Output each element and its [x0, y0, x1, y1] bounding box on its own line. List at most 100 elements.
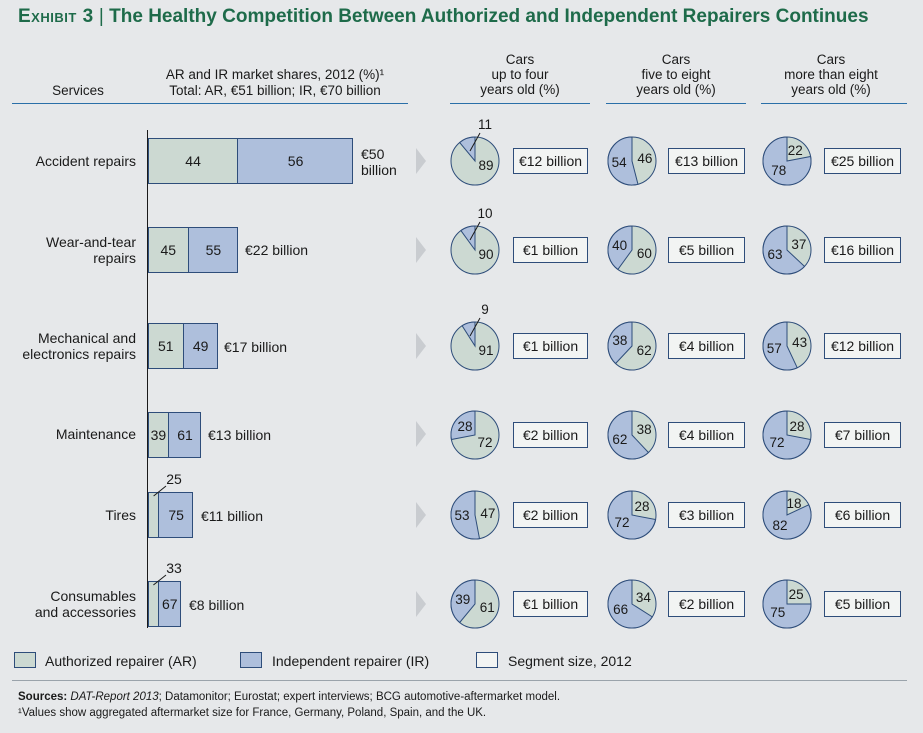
bar-ar-value: 44	[185, 153, 201, 169]
pie-ar-value: 62	[636, 342, 652, 358]
segment-size-box: €1 billion	[513, 591, 588, 617]
bar-ar-value: 39	[150, 427, 167, 443]
pie-ir-value: 57	[766, 340, 782, 356]
pie-ar-value: 61	[479, 600, 495, 616]
pie-ir-value: 75	[770, 605, 786, 621]
segment-size-box: €1 billion	[513, 333, 588, 359]
col-header-age1-l1: Cars	[505, 52, 535, 67]
segment-size-box: €13 billion	[668, 148, 745, 174]
pie-ir-slice	[762, 579, 812, 629]
total-label-tires: €11 billion	[201, 508, 264, 524]
pie-ir-slice	[762, 136, 812, 186]
sources-line: Sources: DAT-Report 2013; Datamonitor; E…	[18, 690, 560, 704]
leader-line	[153, 574, 167, 586]
pie-ir-slice	[762, 225, 806, 275]
segment-size-box: €4 billion	[668, 333, 745, 359]
bar-axis-line	[147, 130, 148, 628]
row-arrow	[416, 502, 426, 528]
pie-ir-slice	[607, 579, 653, 629]
pie-ir-value: 11	[477, 117, 492, 132]
bar-ar-value: 25	[166, 471, 182, 487]
col-header-age2-l2: five to eight	[641, 67, 711, 82]
pie-ar-value: 43	[792, 335, 808, 351]
pie-leader-line	[469, 317, 481, 337]
pie-ar-value: 90	[478, 247, 494, 262]
pie-ir-slice	[762, 490, 812, 540]
col-header-age1-l3: years old (%)	[480, 82, 560, 97]
col-header-age3-l1: Cars	[816, 52, 846, 67]
services-header: Services	[52, 83, 104, 98]
row-arrow	[416, 591, 426, 617]
pie-ir-value: 62	[612, 431, 628, 447]
header-rule-age3	[761, 103, 907, 104]
shares-header-line2: Total: AR, €51 billion; IR, €70 billion	[169, 83, 381, 98]
bar-ir-value: 61	[177, 427, 193, 443]
pie-ir-value: 53	[454, 508, 470, 524]
pie-ir-value: 72	[614, 515, 630, 531]
shares-header-line1: AR and IR market shares, 2012 (%)¹	[165, 67, 385, 82]
segment-size-box: €2 billion	[668, 591, 745, 617]
row-label-consumables-l2: and accessories	[34, 604, 136, 620]
segment-size-box: €2 billion	[513, 422, 588, 448]
pie-ir-value: 66	[613, 602, 629, 618]
total-label-accident: €50 billion	[361, 146, 397, 178]
col-header-age3: Cars more than eight years old (%)	[761, 52, 901, 97]
pie-ar-value: 34	[635, 589, 651, 605]
pie-ir-value: 28	[457, 418, 473, 434]
row-label-wear-l1: Wear-and-tear	[45, 234, 136, 250]
row-label-consumables-l1: Consumables	[50, 588, 136, 604]
sources-label: Sources:	[18, 691, 68, 703]
pie-ir-slice	[607, 410, 650, 460]
bar-ir-segment	[187, 227, 239, 273]
pie-ar-value: 18	[786, 496, 802, 512]
row-label-accident-l1: Accident repairs	[35, 153, 136, 169]
segment-size-box: €5 billion	[824, 591, 901, 617]
pie-ar-value: 37	[791, 236, 807, 252]
segment-size-box: €12 billion	[824, 333, 901, 359]
legend-ir-swatch	[240, 652, 262, 668]
exhibit-title: Exhibit 3 | The Healthy Competition Betw…	[18, 6, 869, 28]
pie-leader-line	[469, 221, 481, 241]
segment-size-box: €16 billion	[824, 237, 901, 263]
row-label-mechanical-l2: electronics repairs	[22, 346, 136, 362]
total-label-mechanical: €17 billion	[224, 339, 288, 355]
segment-size-box: €6 billion	[824, 502, 901, 528]
pie-ar-value: 91	[478, 343, 494, 358]
segment-size-box: €3 billion	[668, 502, 745, 528]
total-label-consumables: €8 billion	[189, 597, 245, 613]
bar-ir-segment	[237, 138, 353, 184]
pie-ir-value: 82	[772, 517, 788, 533]
total-label-accident-l1: €50	[361, 146, 385, 162]
pie-ir-slice	[762, 321, 798, 371]
col-header-age3-l3: years old (%)	[791, 82, 871, 97]
pie-ir-slice	[607, 225, 633, 271]
segment-size-box: €25 billion	[824, 148, 901, 174]
pie-ar-value: 25	[788, 586, 804, 602]
header-rule-left	[12, 103, 408, 104]
row-arrow	[416, 333, 426, 359]
pie-ir-value: 78	[771, 163, 787, 179]
pie-ir-slice	[762, 410, 812, 460]
row-arrow	[416, 148, 426, 174]
exhibit-number: Exhibit 3	[18, 6, 94, 27]
bar-ir-segment	[158, 492, 194, 538]
segment-size-box: €12 billion	[513, 148, 588, 174]
pie-ar-value: 22	[787, 142, 803, 158]
segment-size-box: €1 billion	[513, 237, 588, 263]
footer-rule	[12, 680, 907, 681]
legend-ar-label: Authorized repairer (AR)	[45, 653, 197, 669]
segment-size-box: €4 billion	[668, 422, 745, 448]
pie-ir-value: 54	[611, 154, 627, 170]
bar-ir-value: 49	[192, 338, 209, 354]
row-label-maintenance: Maintenance	[10, 426, 136, 442]
bar-ir-value: 67	[162, 596, 178, 612]
title-separator: |	[98, 6, 104, 27]
row-label-mechanical-l1: Mechanical and	[37, 330, 136, 346]
row-label-maintenance-l1: Maintenance	[55, 426, 136, 442]
pie-ar-value: 28	[789, 418, 805, 434]
pie-leader-line	[469, 132, 481, 152]
pie-ar-value: 47	[480, 505, 496, 521]
row-label-accident: Accident repairs	[10, 153, 136, 169]
pie-ir-slice	[607, 136, 639, 186]
